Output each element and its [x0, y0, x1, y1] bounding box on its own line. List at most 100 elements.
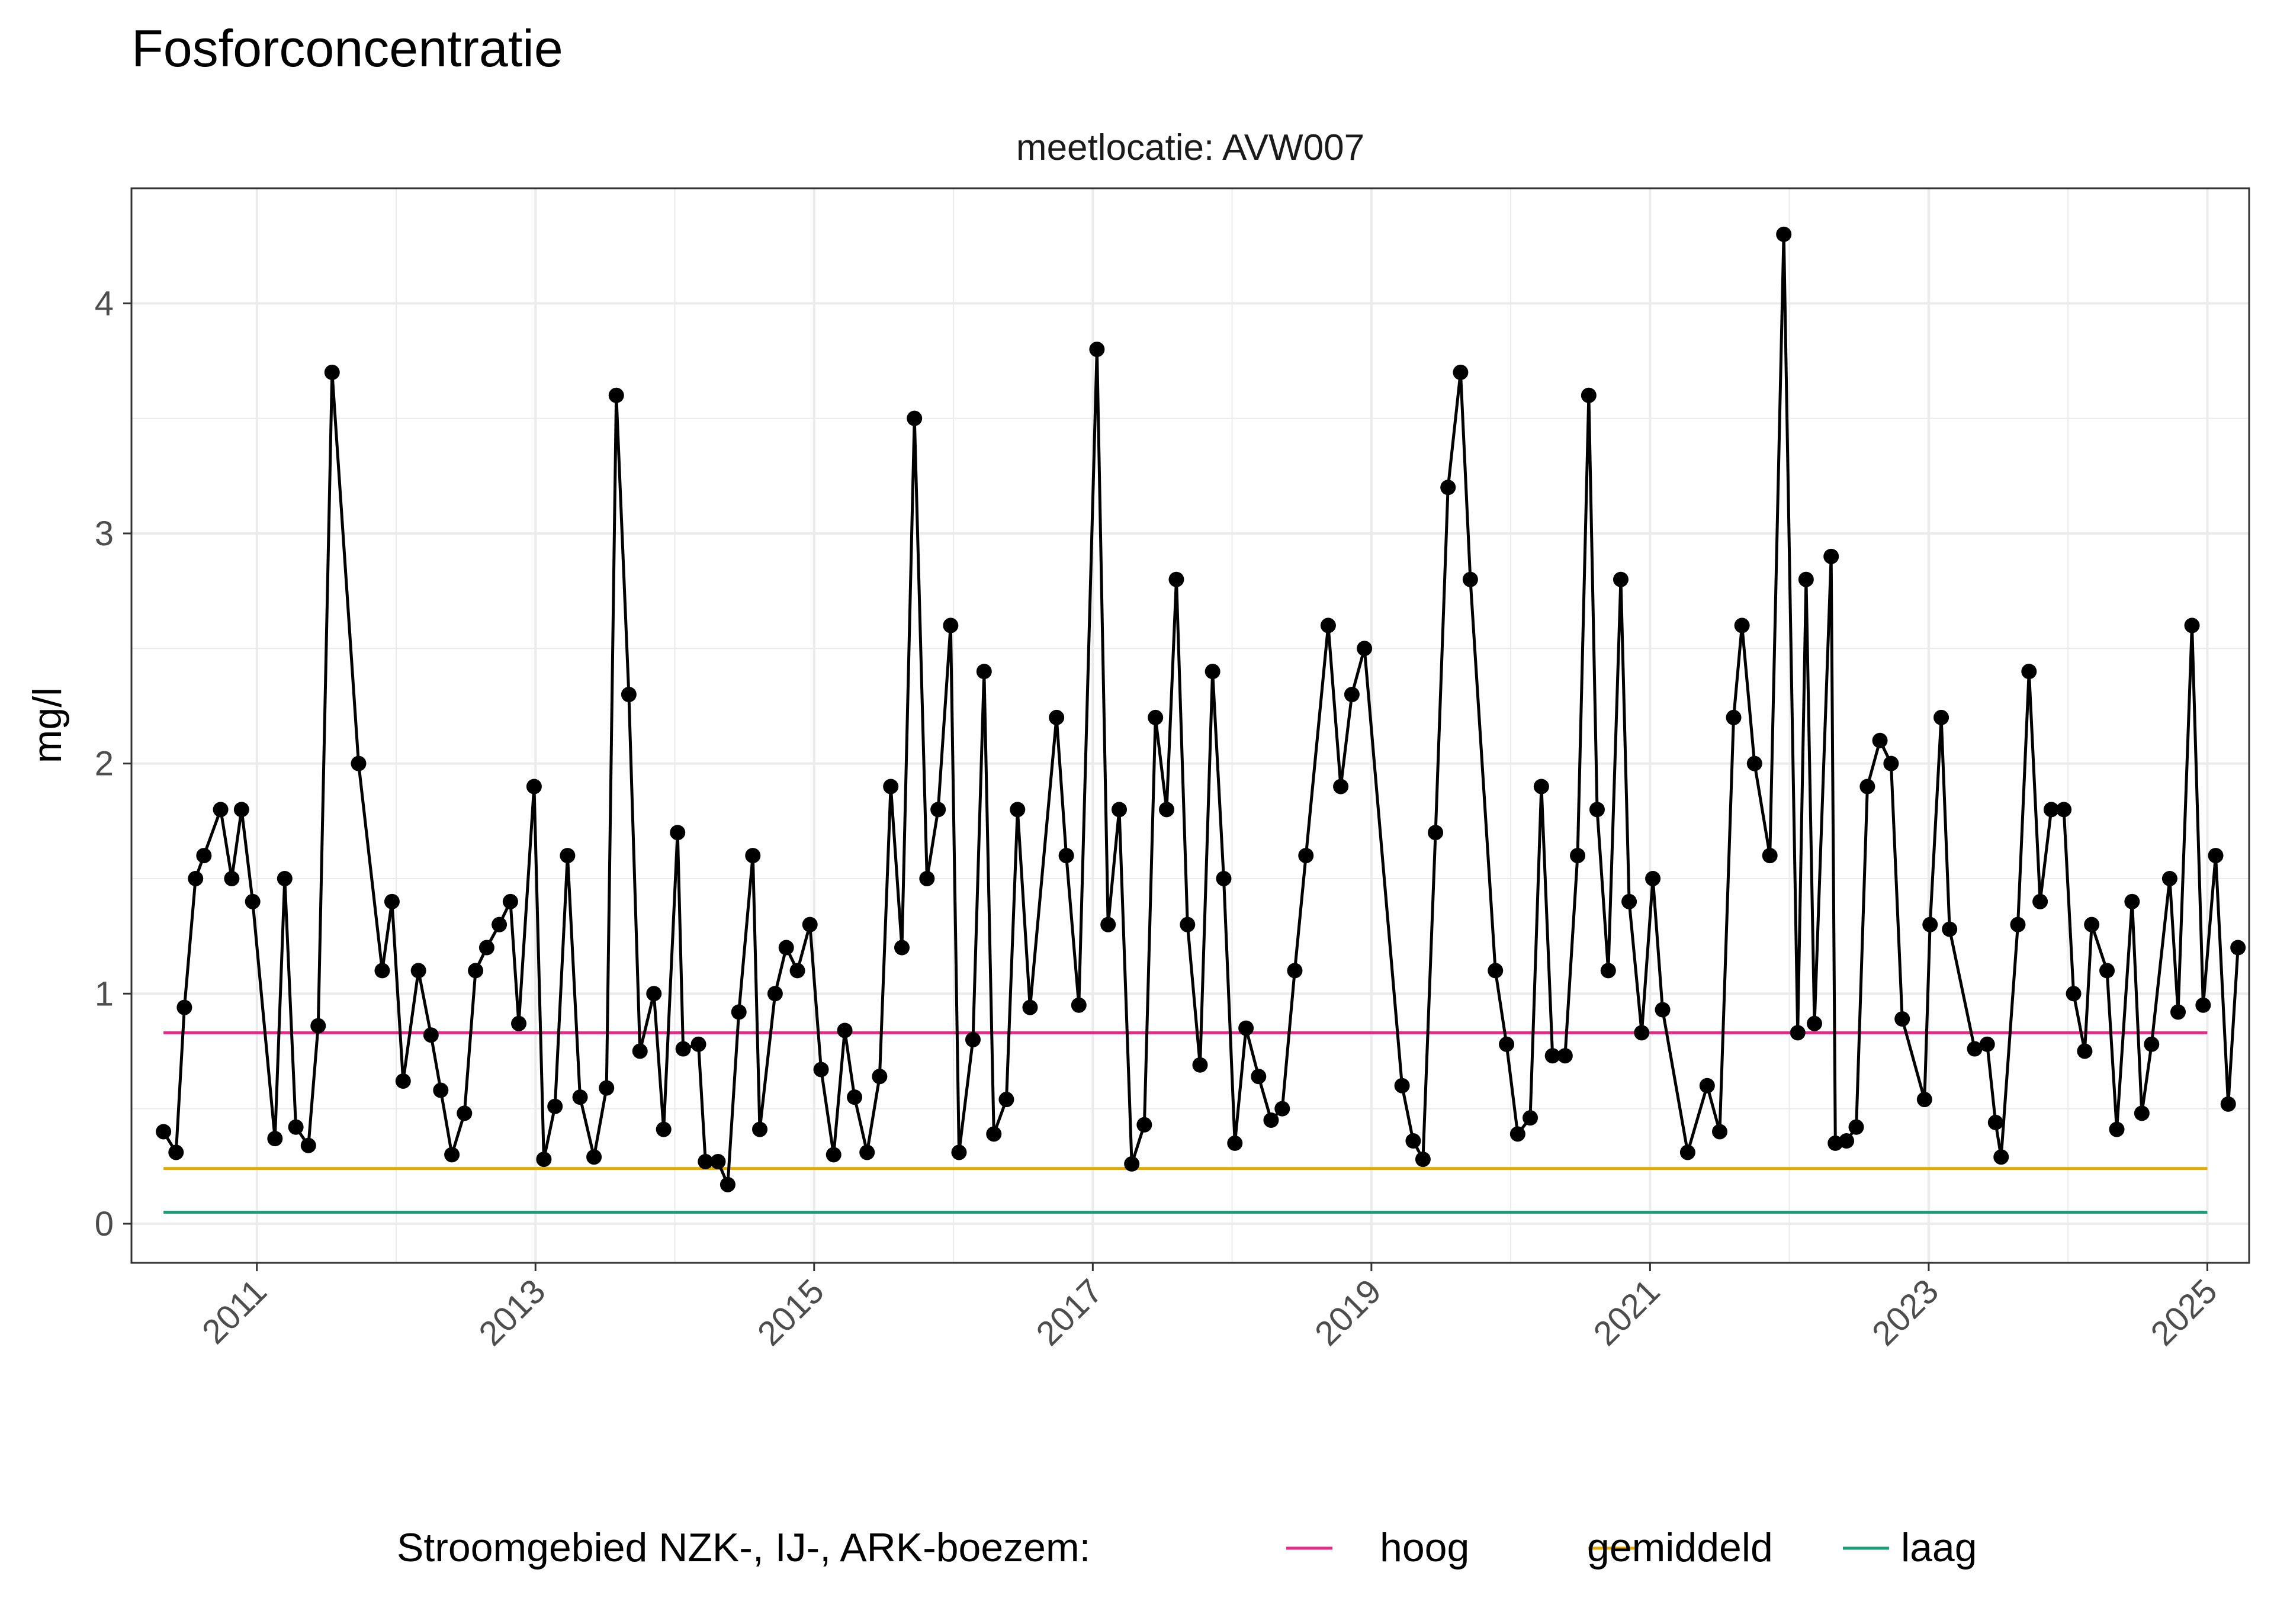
data-series [156, 226, 2246, 1192]
data-point [1621, 893, 1637, 909]
data-point [1798, 571, 1814, 587]
data-point [1112, 802, 1128, 818]
data-point [1100, 916, 1116, 932]
chart-title: Fosforconcentratie [131, 19, 563, 78]
y-axis-title: mg/l [25, 687, 70, 763]
data-point [1916, 1092, 1932, 1108]
data-point [536, 1152, 552, 1168]
data-point [1533, 779, 1549, 795]
data-point [1894, 1011, 1910, 1027]
data-point [560, 848, 576, 864]
data-point [224, 870, 240, 886]
data-point [872, 1069, 888, 1085]
data-point [1979, 1036, 1995, 1052]
data-point [245, 893, 261, 909]
data-point [1010, 802, 1026, 818]
data-point [976, 664, 992, 680]
data-point [410, 963, 426, 979]
data-point [1922, 916, 1938, 932]
data-point [1394, 1078, 1410, 1094]
data-point [444, 1147, 460, 1163]
data-point [1148, 709, 1164, 725]
data-point [547, 1098, 563, 1114]
data-point [1839, 1133, 1855, 1149]
data-point [2134, 1105, 2150, 1121]
data-point [710, 1153, 726, 1169]
data-point [675, 1041, 691, 1057]
data-point [526, 779, 542, 795]
data-point [1655, 1002, 1671, 1018]
legend: Stroomgebied NZK-, IJ-, ARK-boezem: hoog… [397, 1525, 1977, 1570]
data-point [277, 870, 293, 886]
y-tick-label: 1 [95, 975, 114, 1013]
data-point [1287, 963, 1303, 979]
data-point [1600, 963, 1616, 979]
data-point [837, 1022, 853, 1038]
data-point [1523, 1110, 1539, 1126]
data-point [2144, 1036, 2160, 1052]
grid-lines [131, 188, 2249, 1263]
data-point [1049, 709, 1065, 725]
data-point [1428, 825, 1444, 841]
data-point [767, 986, 783, 1002]
reference-lines [163, 1031, 2208, 1214]
data-point [894, 940, 910, 956]
y-tick-label: 0 [95, 1205, 114, 1243]
data-point [2066, 986, 2082, 1002]
data-point [1883, 755, 1899, 771]
data-point [2161, 870, 2177, 886]
data-point [826, 1147, 841, 1163]
legend-title: Stroomgebied NZK-, IJ-, ARK-boezem: [397, 1525, 1091, 1570]
data-point [457, 1105, 473, 1121]
data-point [731, 1004, 747, 1020]
data-point [1848, 1119, 1864, 1135]
data-point [2056, 802, 2072, 818]
data-point [789, 963, 805, 979]
data-point [468, 963, 484, 979]
data-point [511, 1015, 527, 1031]
data-point [720, 1176, 735, 1192]
data-point [1987, 1114, 2003, 1130]
data-point [1823, 548, 1839, 564]
data-point [2195, 997, 2211, 1013]
data-point [1942, 921, 1958, 937]
data-point [1022, 999, 1038, 1015]
data-point [1712, 1124, 1727, 1140]
data-point [1462, 571, 1478, 587]
data-point [1557, 1048, 1573, 1064]
data-point [1570, 848, 1586, 864]
y-tick-label: 2 [95, 745, 114, 783]
data-point [813, 1062, 829, 1078]
data-point [1333, 779, 1349, 795]
data-point [1320, 618, 1336, 633]
data-point [572, 1089, 588, 1105]
data-point [2208, 848, 2224, 864]
data-point [1168, 571, 1184, 587]
data-point [1488, 963, 1504, 979]
data-point [1589, 802, 1605, 818]
data-point [2032, 893, 2048, 909]
data-point [1634, 1025, 1650, 1041]
data-point [1180, 916, 1196, 932]
data-point [1746, 755, 1762, 771]
data-point [502, 893, 518, 909]
data-point [621, 687, 637, 703]
data-point [1274, 1101, 1290, 1117]
data-point [1679, 1144, 1695, 1160]
data-point [1581, 387, 1597, 403]
data-point [433, 1082, 449, 1098]
data-point [1089, 342, 1105, 358]
data-point [907, 410, 923, 426]
data-point [1806, 1015, 1822, 1031]
legend-label-gemiddeld: gemiddeld [1587, 1525, 1773, 1570]
data-point [2010, 916, 2026, 932]
data-point [300, 1137, 316, 1153]
data-point [233, 802, 249, 818]
data-point [1509, 1126, 1525, 1142]
data-point [1136, 1117, 1152, 1133]
data-point [1499, 1036, 1515, 1052]
data-point [478, 940, 494, 956]
data-point [986, 1126, 1002, 1142]
data-point [1227, 1135, 1243, 1151]
